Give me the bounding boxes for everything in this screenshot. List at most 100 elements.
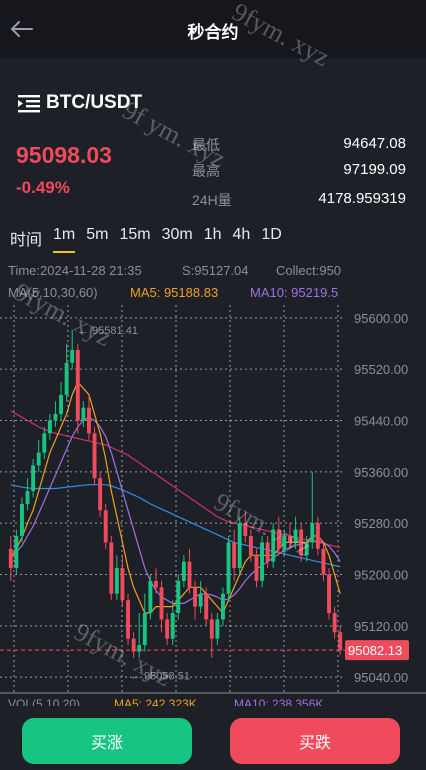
- candle-body: [226, 542, 231, 594]
- candle-body: [98, 478, 103, 511]
- candle-body: [36, 452, 41, 466]
- tab-4h[interactable]: 4h: [232, 226, 251, 243]
- pair-selector[interactable]: BTC/USDT: [18, 90, 142, 116]
- back-arrow-icon[interactable]: [6, 14, 36, 44]
- candle-body: [237, 523, 242, 569]
- candle-body: [120, 568, 125, 601]
- action-bar: 买涨 买跌: [0, 706, 426, 770]
- candle-body: [276, 529, 281, 549]
- volume-value: 4178.959319: [318, 190, 406, 207]
- tab-time[interactable]: 时间: [10, 232, 43, 249]
- candle-body: [338, 632, 343, 651]
- current-price-tag: 95082.13: [348, 643, 402, 658]
- tab-1m[interactable]: 1m: [53, 226, 76, 253]
- ma30-line: [10, 484, 341, 568]
- candle-body: [70, 349, 75, 363]
- candle-body: [232, 542, 237, 569]
- candle-body: [103, 510, 108, 543]
- buy-down-button[interactable]: 买跌: [230, 718, 400, 764]
- candle-body: [137, 645, 142, 652]
- high-label: 最高: [192, 163, 220, 179]
- candle-body: [299, 529, 304, 556]
- candlestick-chart[interactable]: Time:2024-11-28 21:35 S:95127.04 Collect…: [0, 255, 426, 710]
- y-axis-tick-label: 95040.00: [354, 670, 408, 685]
- y-axis-tick-label: 95600.00: [354, 311, 408, 326]
- tab-1h[interactable]: 1h: [203, 226, 222, 243]
- low-label: 最低: [192, 137, 220, 153]
- candle-body: [42, 433, 47, 453]
- candle-body: [31, 465, 36, 492]
- candle-body: [243, 523, 248, 536]
- tab-5m[interactable]: 5m: [86, 226, 109, 243]
- interval-tabs: 时间 1m 5m 15m 30m 1h 4h 1D: [10, 226, 282, 253]
- candle-body: [25, 491, 30, 504]
- candle-body: [92, 433, 97, 479]
- y-axis-tick-label: 95280.00: [354, 516, 408, 531]
- pair-name: BTC/USDT: [46, 92, 143, 113]
- volume-label: 24H量: [192, 192, 232, 208]
- candle-body: [148, 580, 153, 613]
- ma60-line: [10, 410, 341, 549]
- y-axis-tick-label: 95360.00: [354, 465, 408, 480]
- page-title: 秒合约: [187, 23, 239, 42]
- candle-body: [131, 638, 136, 652]
- list-menu-icon[interactable]: [18, 93, 40, 113]
- low-value: 94647.08: [343, 135, 406, 152]
- chart-s-text: S:95127.04: [182, 263, 249, 278]
- tab-1d[interactable]: 1D: [261, 226, 282, 243]
- y-axis-tick-label: 95200.00: [354, 568, 408, 583]
- candle-body: [176, 580, 181, 613]
- candle-body: [248, 536, 253, 556]
- header-bar: 秒合约: [0, 0, 426, 58]
- y-axis-tick-label: 95440.00: [354, 414, 408, 429]
- buy-up-button[interactable]: 买涨: [22, 718, 192, 764]
- candle-body: [221, 593, 225, 620]
- candle-body: [288, 536, 292, 543]
- candle-body: [142, 613, 147, 646]
- change-percent: -0.49%: [16, 178, 70, 197]
- candle-body: [154, 580, 158, 588]
- candle-body: [265, 542, 270, 562]
- candle-body: [170, 613, 175, 639]
- ma-params-label: MA(5,10,30,60): [8, 285, 98, 300]
- candle-body: [254, 555, 259, 581]
- candle-body: [293, 529, 298, 543]
- candle-body: [321, 548, 326, 575]
- last-price: 95098.03: [16, 142, 112, 168]
- candle-body: [87, 407, 91, 434]
- candle-body: [215, 619, 220, 639]
- chart-time-text: Time:2024-11-28 21:35: [8, 263, 142, 278]
- y-axis-tick-label: 95120.00: [354, 619, 408, 634]
- high-marker-label: ← 95581.41: [78, 325, 138, 337]
- ma10-readout: MA10: 95219.5: [250, 285, 338, 300]
- candle-body: [315, 523, 320, 549]
- candle-body: [209, 619, 214, 639]
- candle-body: [165, 619, 170, 639]
- candle-body: [159, 587, 164, 620]
- tab-30m[interactable]: 30m: [161, 226, 193, 243]
- low-marker-label: ← 95058.51: [130, 670, 190, 682]
- candle-body: [282, 536, 287, 549]
- buy-up-label: 买涨: [90, 735, 123, 752]
- candle-body: [64, 362, 69, 395]
- candle-body: [310, 523, 315, 543]
- candle-body: [81, 407, 86, 421]
- chart-collect-text: Collect:950: [276, 263, 341, 278]
- candle-body: [198, 593, 203, 607]
- candle-body: [126, 600, 130, 639]
- candle-body: [14, 536, 19, 569]
- tab-15m[interactable]: 15m: [119, 226, 151, 243]
- candle-body: [332, 613, 337, 633]
- candle-body: [47, 420, 52, 434]
- candle-body: [327, 574, 331, 613]
- candle-body: [304, 542, 309, 556]
- candle-body: [20, 503, 24, 536]
- current-price-tag-bg: [345, 640, 409, 661]
- candle-body: [75, 349, 80, 421]
- buy-down-label: 买跌: [298, 735, 331, 752]
- candle-body: [187, 561, 192, 588]
- candle-body: [59, 394, 63, 415]
- candle-body: [193, 587, 197, 607]
- y-axis-tick-label: 95520.00: [354, 362, 408, 377]
- candle-body: [271, 529, 276, 562]
